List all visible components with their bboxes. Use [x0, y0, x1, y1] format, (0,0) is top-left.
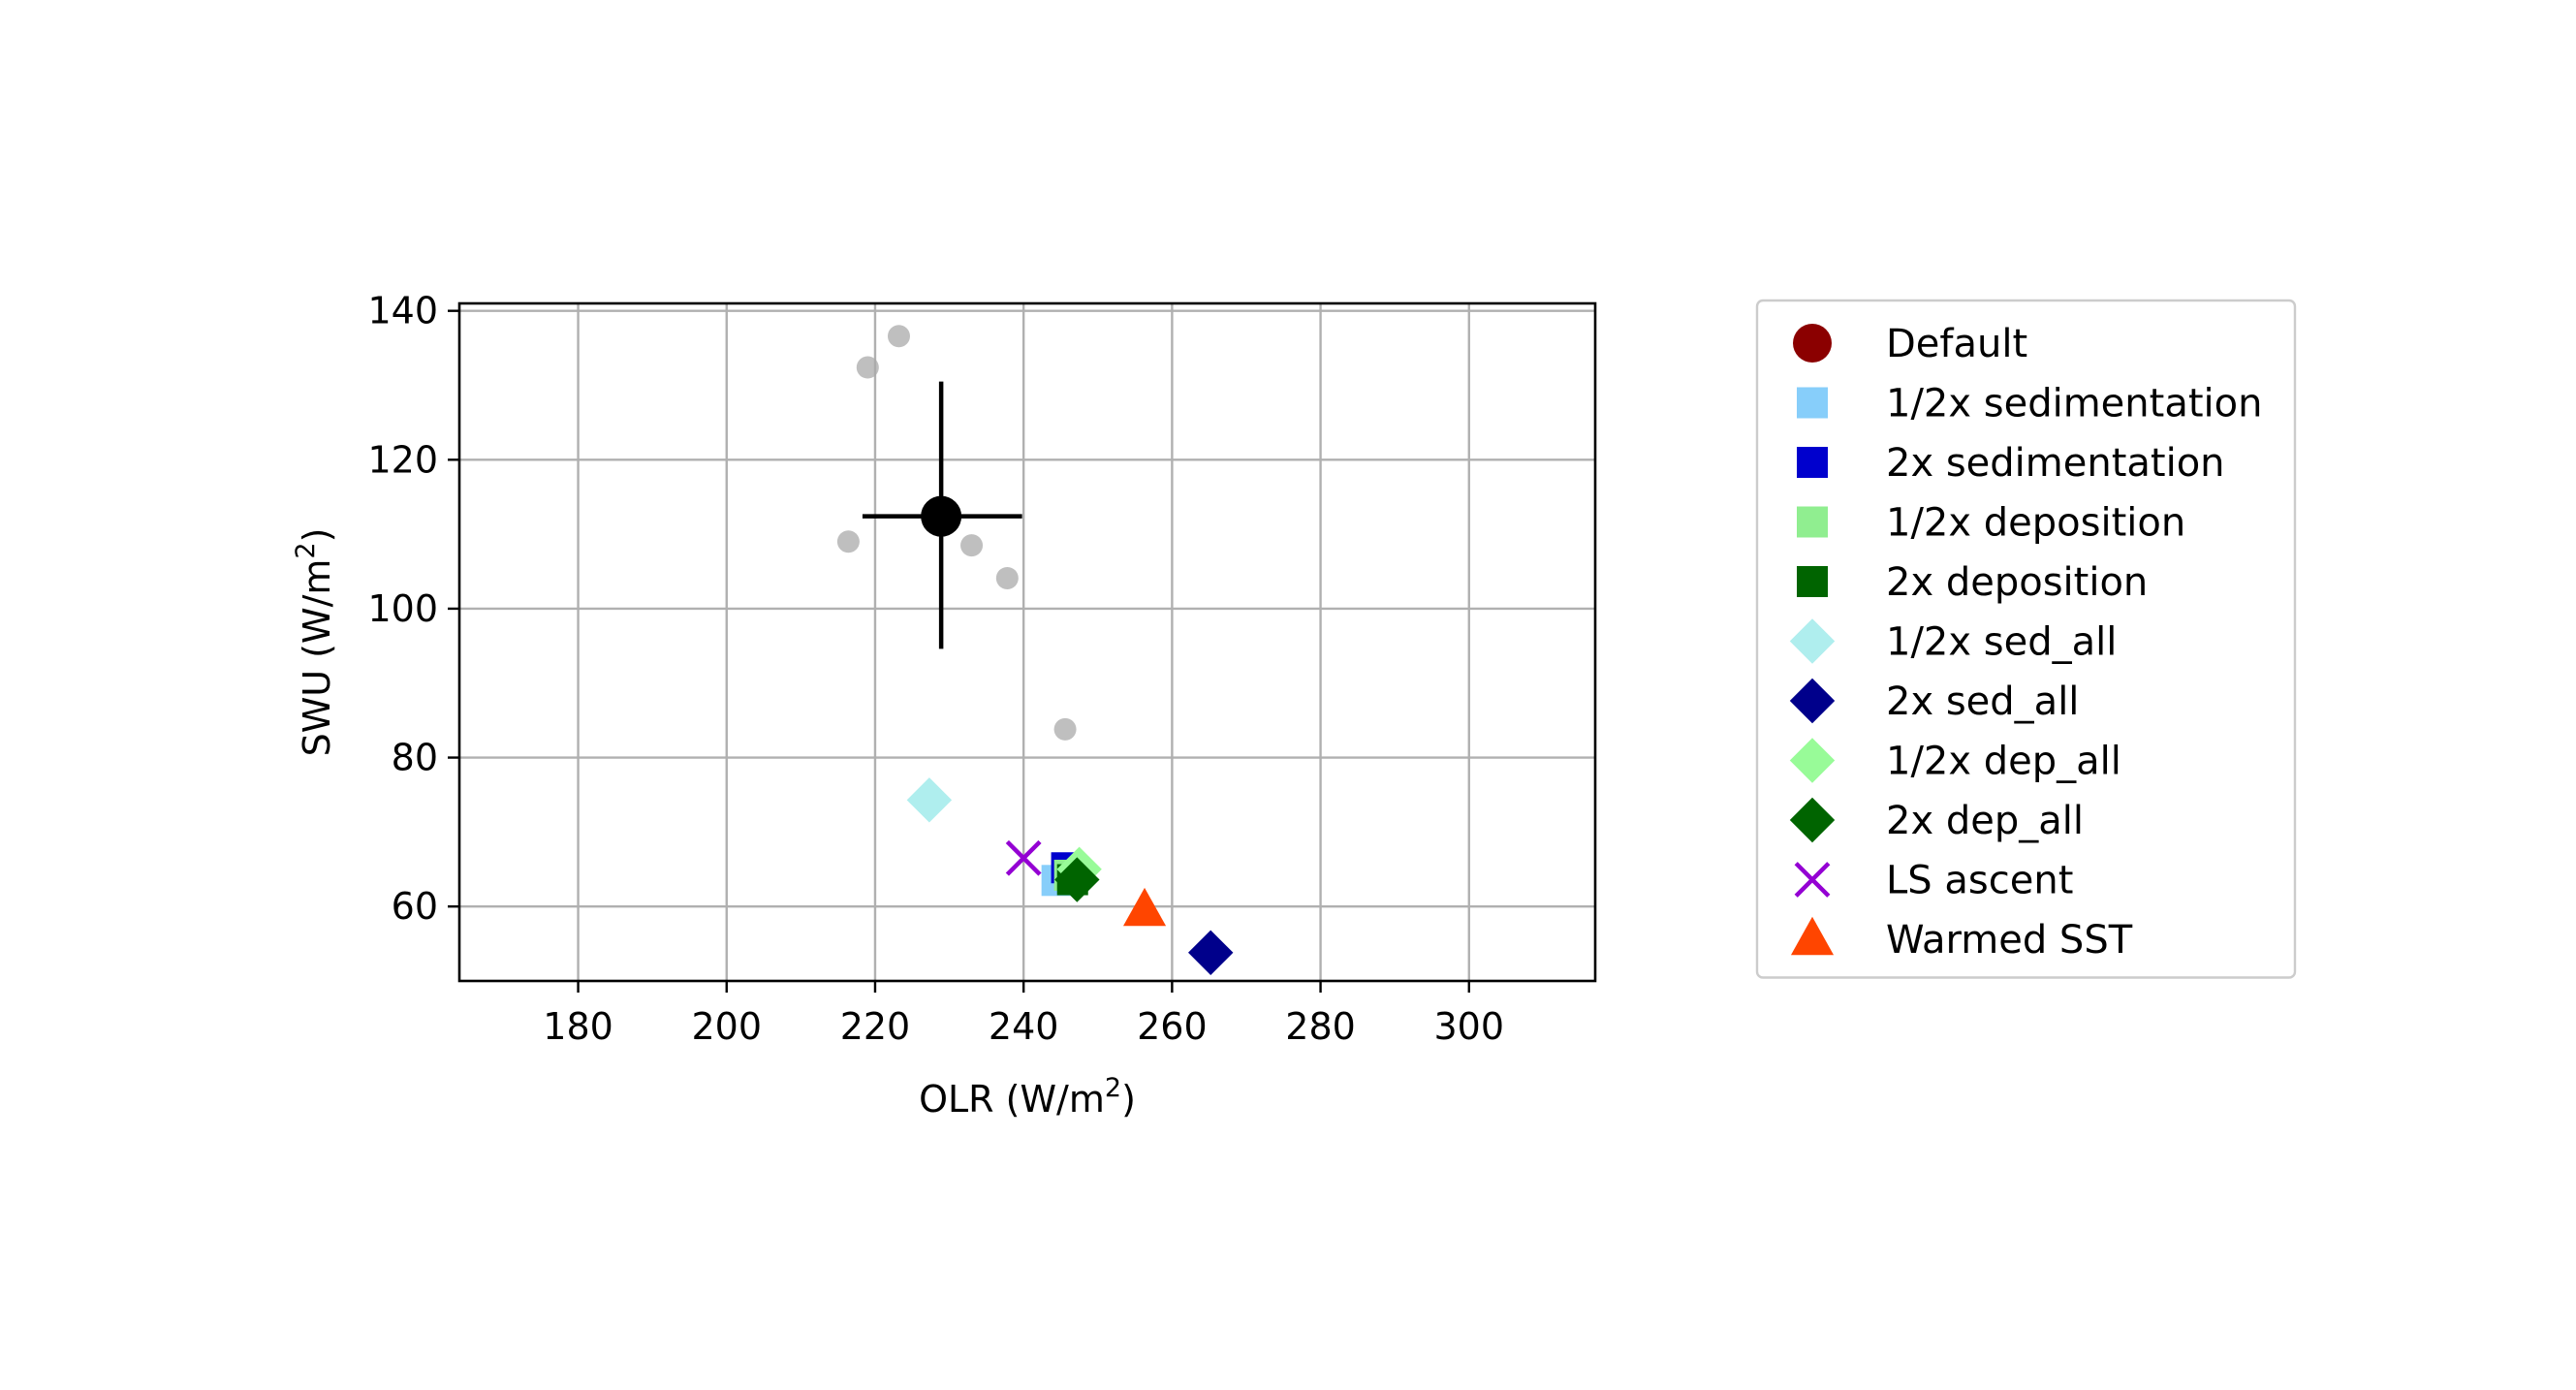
- data-point: [1122, 887, 1167, 927]
- legend-entry: Warmed SST: [1790, 916, 2133, 963]
- legend-label: 1/2x deposition: [1886, 501, 2185, 546]
- legend-marker: [1789, 797, 1836, 843]
- sample-point: [1053, 717, 1077, 741]
- legend-entry: 1/2x dep_all: [1789, 738, 2121, 784]
- sample-point: [856, 356, 879, 379]
- legend-entry: LS ascent: [1794, 859, 2073, 903]
- legend-marker: [1794, 862, 1831, 898]
- legend-label: LS ascent: [1886, 859, 2073, 903]
- legend-marker: [1793, 324, 1832, 363]
- legend-entry: 2x dep_all: [1789, 797, 2084, 843]
- mean-point: [921, 495, 962, 537]
- legend-marker: [1797, 506, 1828, 538]
- data-point: [1054, 857, 1100, 902]
- y-tick-label: 120: [367, 438, 438, 481]
- data-point: [906, 777, 953, 823]
- legend-entry: 2x deposition: [1797, 560, 2148, 605]
- legend-entry: 2x sed_all: [1789, 678, 2079, 724]
- x-tick-label: 220: [840, 1005, 911, 1048]
- x-tick-label: 300: [1434, 1005, 1505, 1048]
- legend-entry: Default: [1793, 322, 2027, 366]
- legend-entry: 1/2x sedimentation: [1797, 382, 2262, 426]
- y-tick-label: 60: [392, 885, 438, 928]
- y-tick-label: 140: [367, 290, 438, 332]
- sample-point: [836, 530, 860, 553]
- sample-point: [960, 534, 984, 557]
- x-tick-label: 240: [989, 1005, 1059, 1048]
- legend-label: Warmed SST: [1886, 918, 2133, 963]
- legend-marker: [1790, 916, 1835, 956]
- legend-label: 1/2x sedimentation: [1886, 382, 2262, 426]
- legend-marker: [1797, 387, 1828, 419]
- data-point: [1005, 839, 1042, 876]
- x-tick-label: 280: [1285, 1005, 1356, 1048]
- legend-label: 1/2x dep_all: [1886, 740, 2121, 784]
- plot-frame: [457, 301, 1597, 983]
- legend-entry: 1/2x deposition: [1797, 501, 2185, 546]
- legend-label: 1/2x sed_all: [1886, 620, 2117, 665]
- legend-frame: [1755, 299, 2297, 979]
- legend-label: Default: [1886, 322, 2027, 366]
- legend-marker: [1789, 678, 1836, 724]
- y-axis-label: SWU (W/m2): [291, 528, 338, 757]
- legend-entry: 2x sedimentation: [1797, 441, 2225, 486]
- legend-entry: 1/2x sed_all: [1789, 618, 2117, 665]
- sample-point: [995, 566, 1019, 589]
- data-point: [1188, 930, 1234, 976]
- legend-marker: [1789, 618, 1836, 664]
- legend-label: 2x sedimentation: [1886, 441, 2225, 486]
- legend-label: 2x deposition: [1886, 560, 2148, 605]
- axis-ticks: 180 200 220 240 260 280 300 60 80 100 120 140: [367, 290, 1504, 1048]
- legend-label: 2x sed_all: [1886, 679, 2079, 724]
- legend-marker: [1797, 566, 1828, 597]
- legend-label: 2x dep_all: [1886, 799, 2084, 843]
- x-axis-label: OLR (W/m2): [919, 1073, 1136, 1121]
- sample-point: [887, 325, 910, 348]
- grid: [459, 303, 1595, 981]
- legend-marker: [1797, 447, 1828, 478]
- y-tick-label: 80: [392, 737, 438, 779]
- x-tick-label: 180: [543, 1005, 613, 1048]
- x-tick-label: 200: [691, 1005, 762, 1048]
- legend-marker: [1789, 738, 1836, 783]
- legend: Default 1/2x sedimentation 2x sedimentatio…: [1755, 299, 2297, 979]
- plot-area: [836, 325, 1234, 976]
- x-tick-label: 260: [1137, 1005, 1208, 1048]
- y-tick-label: 100: [367, 587, 438, 630]
